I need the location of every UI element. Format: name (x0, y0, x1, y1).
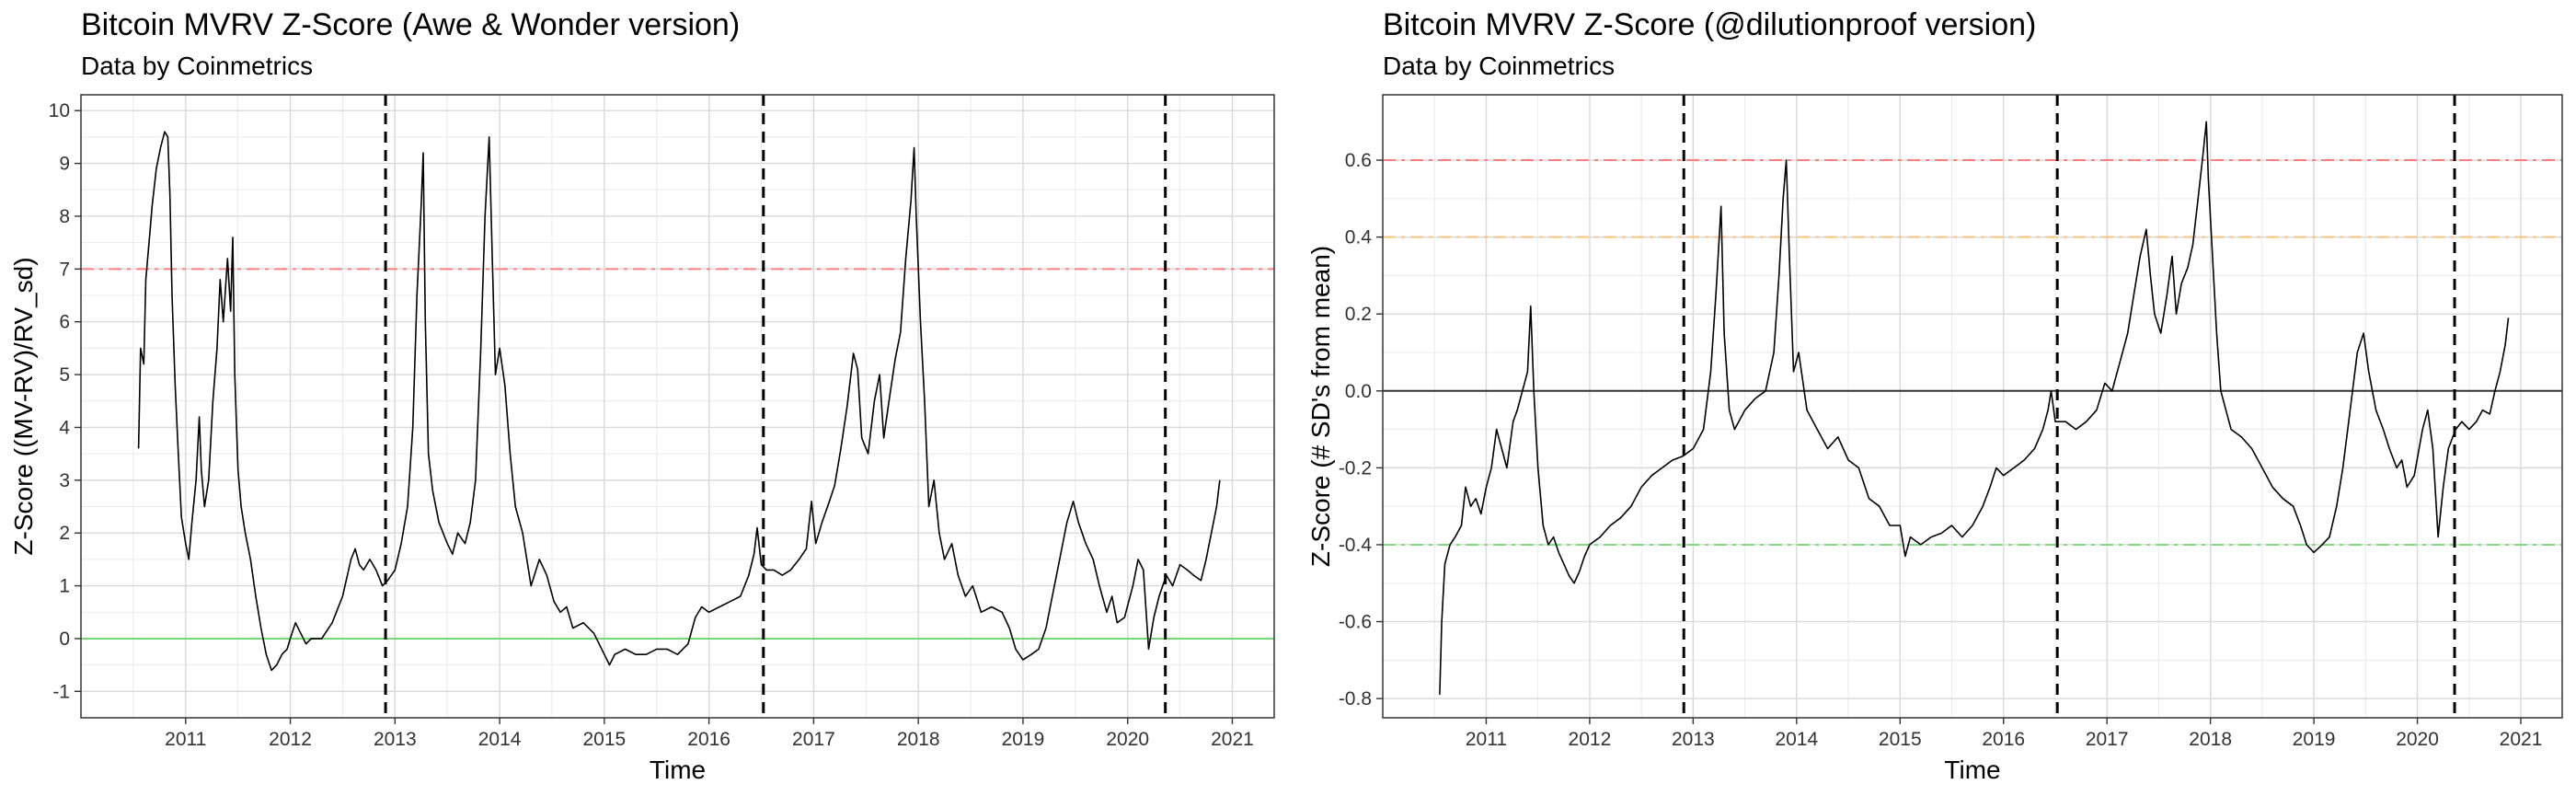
chart-title: Bitcoin MVRV Z-Score (@dilutionproof ver… (1383, 7, 2037, 42)
data-series-line (1439, 121, 2510, 695)
data-series-line (137, 131, 1221, 672)
x-tick-label: 2016 (1982, 729, 2025, 750)
plot-border (80, 94, 1275, 719)
x-tick-label: 2019 (2293, 729, 2336, 750)
x-tick-label: 2020 (1106, 729, 1149, 750)
y-tick-label: 2 (59, 523, 70, 544)
x-tick-label: 2019 (1002, 729, 1045, 750)
y-tick-label: -0.2 (1339, 457, 1372, 479)
y-tick-label: 0.6 (1345, 150, 1372, 171)
x-tick-label: 2011 (1466, 729, 1507, 750)
y-axis-title: Z-Score (# SD's from mean) (1306, 246, 1335, 567)
y-tick-label: 0 (59, 629, 70, 650)
y-tick-label: -0.8 (1339, 688, 1372, 709)
x-tick-label: 2017 (792, 729, 835, 750)
x-tick-label: 2016 (687, 729, 730, 750)
x-tick-label: 2012 (269, 729, 312, 750)
y-tick-label: 8 (59, 206, 70, 227)
y-tick-label: 0.4 (1345, 227, 1373, 248)
x-tick-label: 2015 (583, 729, 627, 750)
x-tick-label: 2021 (1211, 729, 1254, 750)
y-axis-title: Z-Score ((MV-RV)/RV_sd) (9, 257, 38, 555)
chart-plot-area: 2011 2012 2013 2014 2015 2016 2017 2018 2019 2020… (1306, 94, 2563, 784)
y-tick-label: -0.6 (1339, 612, 1372, 633)
chart-subtitle: Data by Coinmetrics (1383, 52, 1616, 80)
y-tick-label: 9 (59, 154, 70, 175)
x-tick-label: 2013 (1672, 729, 1715, 750)
x-tick-label: 2018 (2189, 729, 2232, 750)
chart-panel-awe-wonder: Bitcoin MVRV Z-Score (Awe & Wonder versi… (9, 7, 1275, 784)
x-tick-label: 2017 (2086, 729, 2129, 750)
y-tick-label: 5 (59, 364, 70, 386)
y-tick-label: -1 (52, 681, 70, 702)
x-tick-label: 2018 (897, 729, 940, 750)
y-tick-label: 1 (59, 576, 70, 597)
x-tick-label: 2021 (2500, 729, 2543, 750)
y-tick-label: 10 (49, 100, 70, 121)
x-axis-title: Time (650, 756, 706, 784)
plot-border (1382, 94, 2563, 719)
chart-plot-area: 2011 2012 2013 2014 2015 2016 2017 2018 2019 2020… (9, 94, 1275, 784)
x-tick-label: 2015 (1879, 729, 1922, 750)
y-tick-label: 4 (59, 417, 70, 438)
chart-title: Bitcoin MVRV Z-Score (Awe & Wonder versi… (81, 7, 741, 42)
chart-panel-dilutionproof: Bitcoin MVRV Z-Score (@dilutionproof ver… (1297, 0, 2576, 796)
y-tick-label: 7 (59, 259, 70, 280)
x-tick-label: 2013 (374, 729, 417, 750)
plot-background (1383, 95, 2562, 718)
x-tick-label: 2014 (1775, 729, 1818, 750)
y-tick-label: -0.4 (1339, 535, 1373, 556)
x-tick-label: 2020 (2396, 729, 2439, 750)
chart-subtitle: Data by Coinmetrics (81, 52, 314, 80)
y-tick-label: 0.0 (1345, 381, 1372, 402)
x-tick-label: 2012 (1569, 729, 1612, 750)
x-axis-title: Time (1944, 756, 2000, 784)
y-tick-label: 0.2 (1345, 304, 1372, 325)
y-tick-label: 6 (59, 312, 70, 333)
x-tick-label: 2014 (478, 729, 522, 750)
x-tick-label: 2011 (165, 729, 206, 750)
y-tick-label: 3 (59, 470, 70, 491)
